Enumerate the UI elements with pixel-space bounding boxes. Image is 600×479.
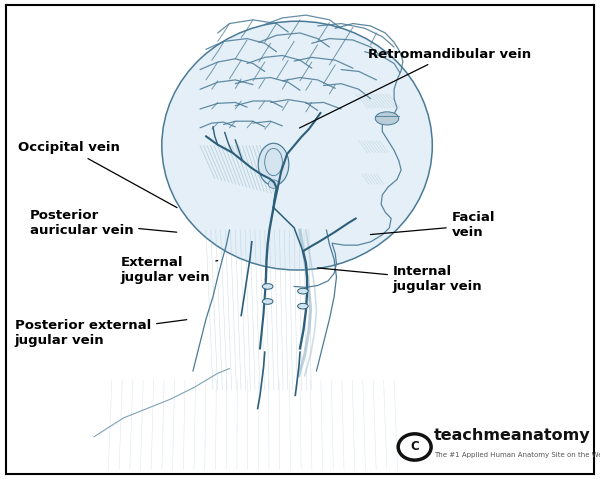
Text: Occipital vein: Occipital vein: [18, 141, 177, 208]
Ellipse shape: [298, 303, 308, 309]
Text: Retromandibular vein: Retromandibular vein: [299, 47, 531, 128]
Text: Internal
jugular vein: Internal jugular vein: [317, 265, 482, 294]
Text: Facial
vein: Facial vein: [370, 211, 495, 240]
Text: Posterior
auricular vein: Posterior auricular vein: [29, 209, 176, 237]
Text: External
jugular vein: External jugular vein: [121, 256, 218, 284]
Ellipse shape: [258, 143, 289, 185]
Ellipse shape: [262, 298, 273, 304]
Text: Posterior external
jugular vein: Posterior external jugular vein: [15, 319, 187, 347]
Ellipse shape: [268, 180, 279, 188]
Text: teachmeanatomy: teachmeanatomy: [434, 428, 590, 443]
Text: C: C: [410, 441, 419, 454]
Ellipse shape: [262, 284, 273, 289]
Text: The #1 Applied Human Anatomy Site on the Web.: The #1 Applied Human Anatomy Site on the…: [434, 453, 600, 458]
Ellipse shape: [298, 288, 308, 294]
Ellipse shape: [162, 21, 432, 270]
Ellipse shape: [375, 112, 399, 125]
